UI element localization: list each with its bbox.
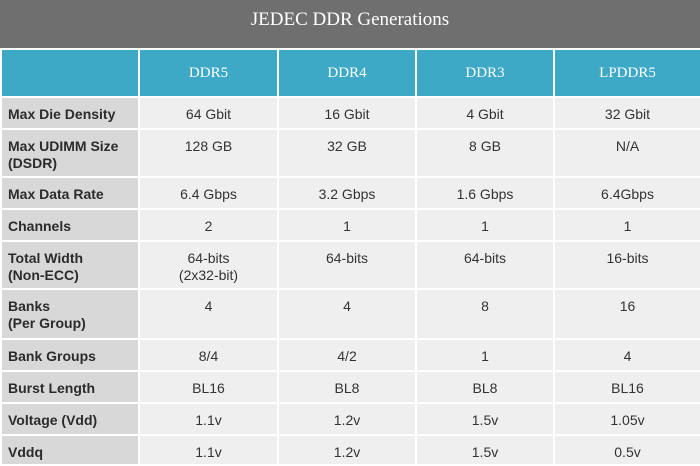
row-label: Banks (Per Group): [0, 288, 140, 340]
row-label: Max Data Rate: [0, 176, 140, 210]
cell: 6.4Gbps: [553, 176, 700, 210]
cell: 1: [415, 338, 555, 372]
table-row: Banks (Per Group) 4 4 8 16: [0, 288, 700, 340]
cell: 1.1v: [138, 402, 279, 436]
row-label: Voltage (Vdd): [0, 402, 140, 436]
header-cell: DDR3: [415, 48, 555, 98]
cell: 4/2: [277, 338, 417, 372]
cell: 64 Gbit: [138, 96, 279, 130]
table-row: Vddq 1.1v 1.2v 1.5v 0.5v: [0, 434, 700, 466]
table-row: Max Die Density 64 Gbit 16 Gbit 4 Gbit 32 Gb…: [0, 96, 700, 130]
cell: 128 GB: [138, 128, 279, 178]
cell: 8/4: [138, 338, 279, 372]
cell: BL8: [415, 370, 555, 404]
row-label: Total Width (Non-ECC): [0, 240, 140, 290]
cell: 1.2v: [277, 434, 417, 466]
cell: 0.5v: [553, 434, 700, 466]
table-row: Total Width (Non-ECC) 64-bits (2x32-bit) 6…: [0, 240, 700, 290]
table-row: Burst Length BL16 BL8 BL8 BL16: [0, 370, 700, 404]
cell: 64-bits: [277, 240, 417, 290]
cell: 1.5v: [415, 402, 555, 436]
cell: 1: [277, 208, 417, 242]
cell: 64-bits (2x32-bit): [138, 240, 279, 290]
row-label: Vddq: [0, 434, 140, 466]
cell: 1.6 Gbps: [415, 176, 555, 210]
cell: BL8: [277, 370, 417, 404]
header-cell: LPDDR5: [553, 48, 700, 98]
cell: BL16: [553, 370, 700, 404]
cell: 64-bits: [415, 240, 555, 290]
row-label: Channels: [0, 208, 140, 242]
cell: 3.2 Gbps: [277, 176, 417, 210]
header-corner: [0, 48, 140, 98]
cell: N/A: [553, 128, 700, 178]
table-row: Max UDIMM Size (DSDR) 128 GB 32 GB 8 GB N/A: [0, 128, 700, 178]
comparison-table: DDR5 DDR4 DDR3 LPDDR5 Max Die Density 64 Gbit…: [0, 48, 700, 466]
cell: 1: [415, 208, 555, 242]
cell: 16-bits: [553, 240, 700, 290]
row-label: Max Die Density: [0, 96, 140, 130]
table-row: Bank Groups 8/4 4/2 1 4: [0, 338, 700, 372]
cell: 1.2v: [277, 402, 417, 436]
table-title: JEDEC DDR Generations: [0, 0, 700, 48]
cell: BL16: [138, 370, 279, 404]
row-label: Burst Length: [0, 370, 140, 404]
table-row: Channels 2 1 1 1: [0, 208, 700, 242]
cell: 4: [138, 288, 279, 340]
cell: 4: [277, 288, 417, 340]
cell: 2: [138, 208, 279, 242]
cell: 32 Gbit: [553, 96, 700, 130]
cell: 1.05v: [553, 402, 700, 436]
header-row: DDR5 DDR4 DDR3 LPDDR5: [0, 48, 700, 98]
cell: 6.4 Gbps: [138, 176, 279, 210]
cell: 1: [553, 208, 700, 242]
row-label: Bank Groups: [0, 338, 140, 372]
cell: 8: [415, 288, 555, 340]
header-cell: DDR4: [277, 48, 417, 98]
header-cell: DDR5: [138, 48, 279, 98]
cell: 1.1v: [138, 434, 279, 466]
cell: 1.5v: [415, 434, 555, 466]
table-row: Max Data Rate 6.4 Gbps 3.2 Gbps 1.6 Gbps 6.4…: [0, 176, 700, 210]
table-body: DDR5 DDR4 DDR3 LPDDR5 Max Die Density 64 Gbit…: [0, 48, 700, 466]
cell: 16: [553, 288, 700, 340]
cell: 8 GB: [415, 128, 555, 178]
cell: 32 GB: [277, 128, 417, 178]
row-label: Max UDIMM Size (DSDR): [0, 128, 140, 178]
cell: 16 Gbit: [277, 96, 417, 130]
table-row: Voltage (Vdd) 1.1v 1.2v 1.5v 1.05v: [0, 402, 700, 436]
cell: 4: [553, 338, 700, 372]
cell: 4 Gbit: [415, 96, 555, 130]
